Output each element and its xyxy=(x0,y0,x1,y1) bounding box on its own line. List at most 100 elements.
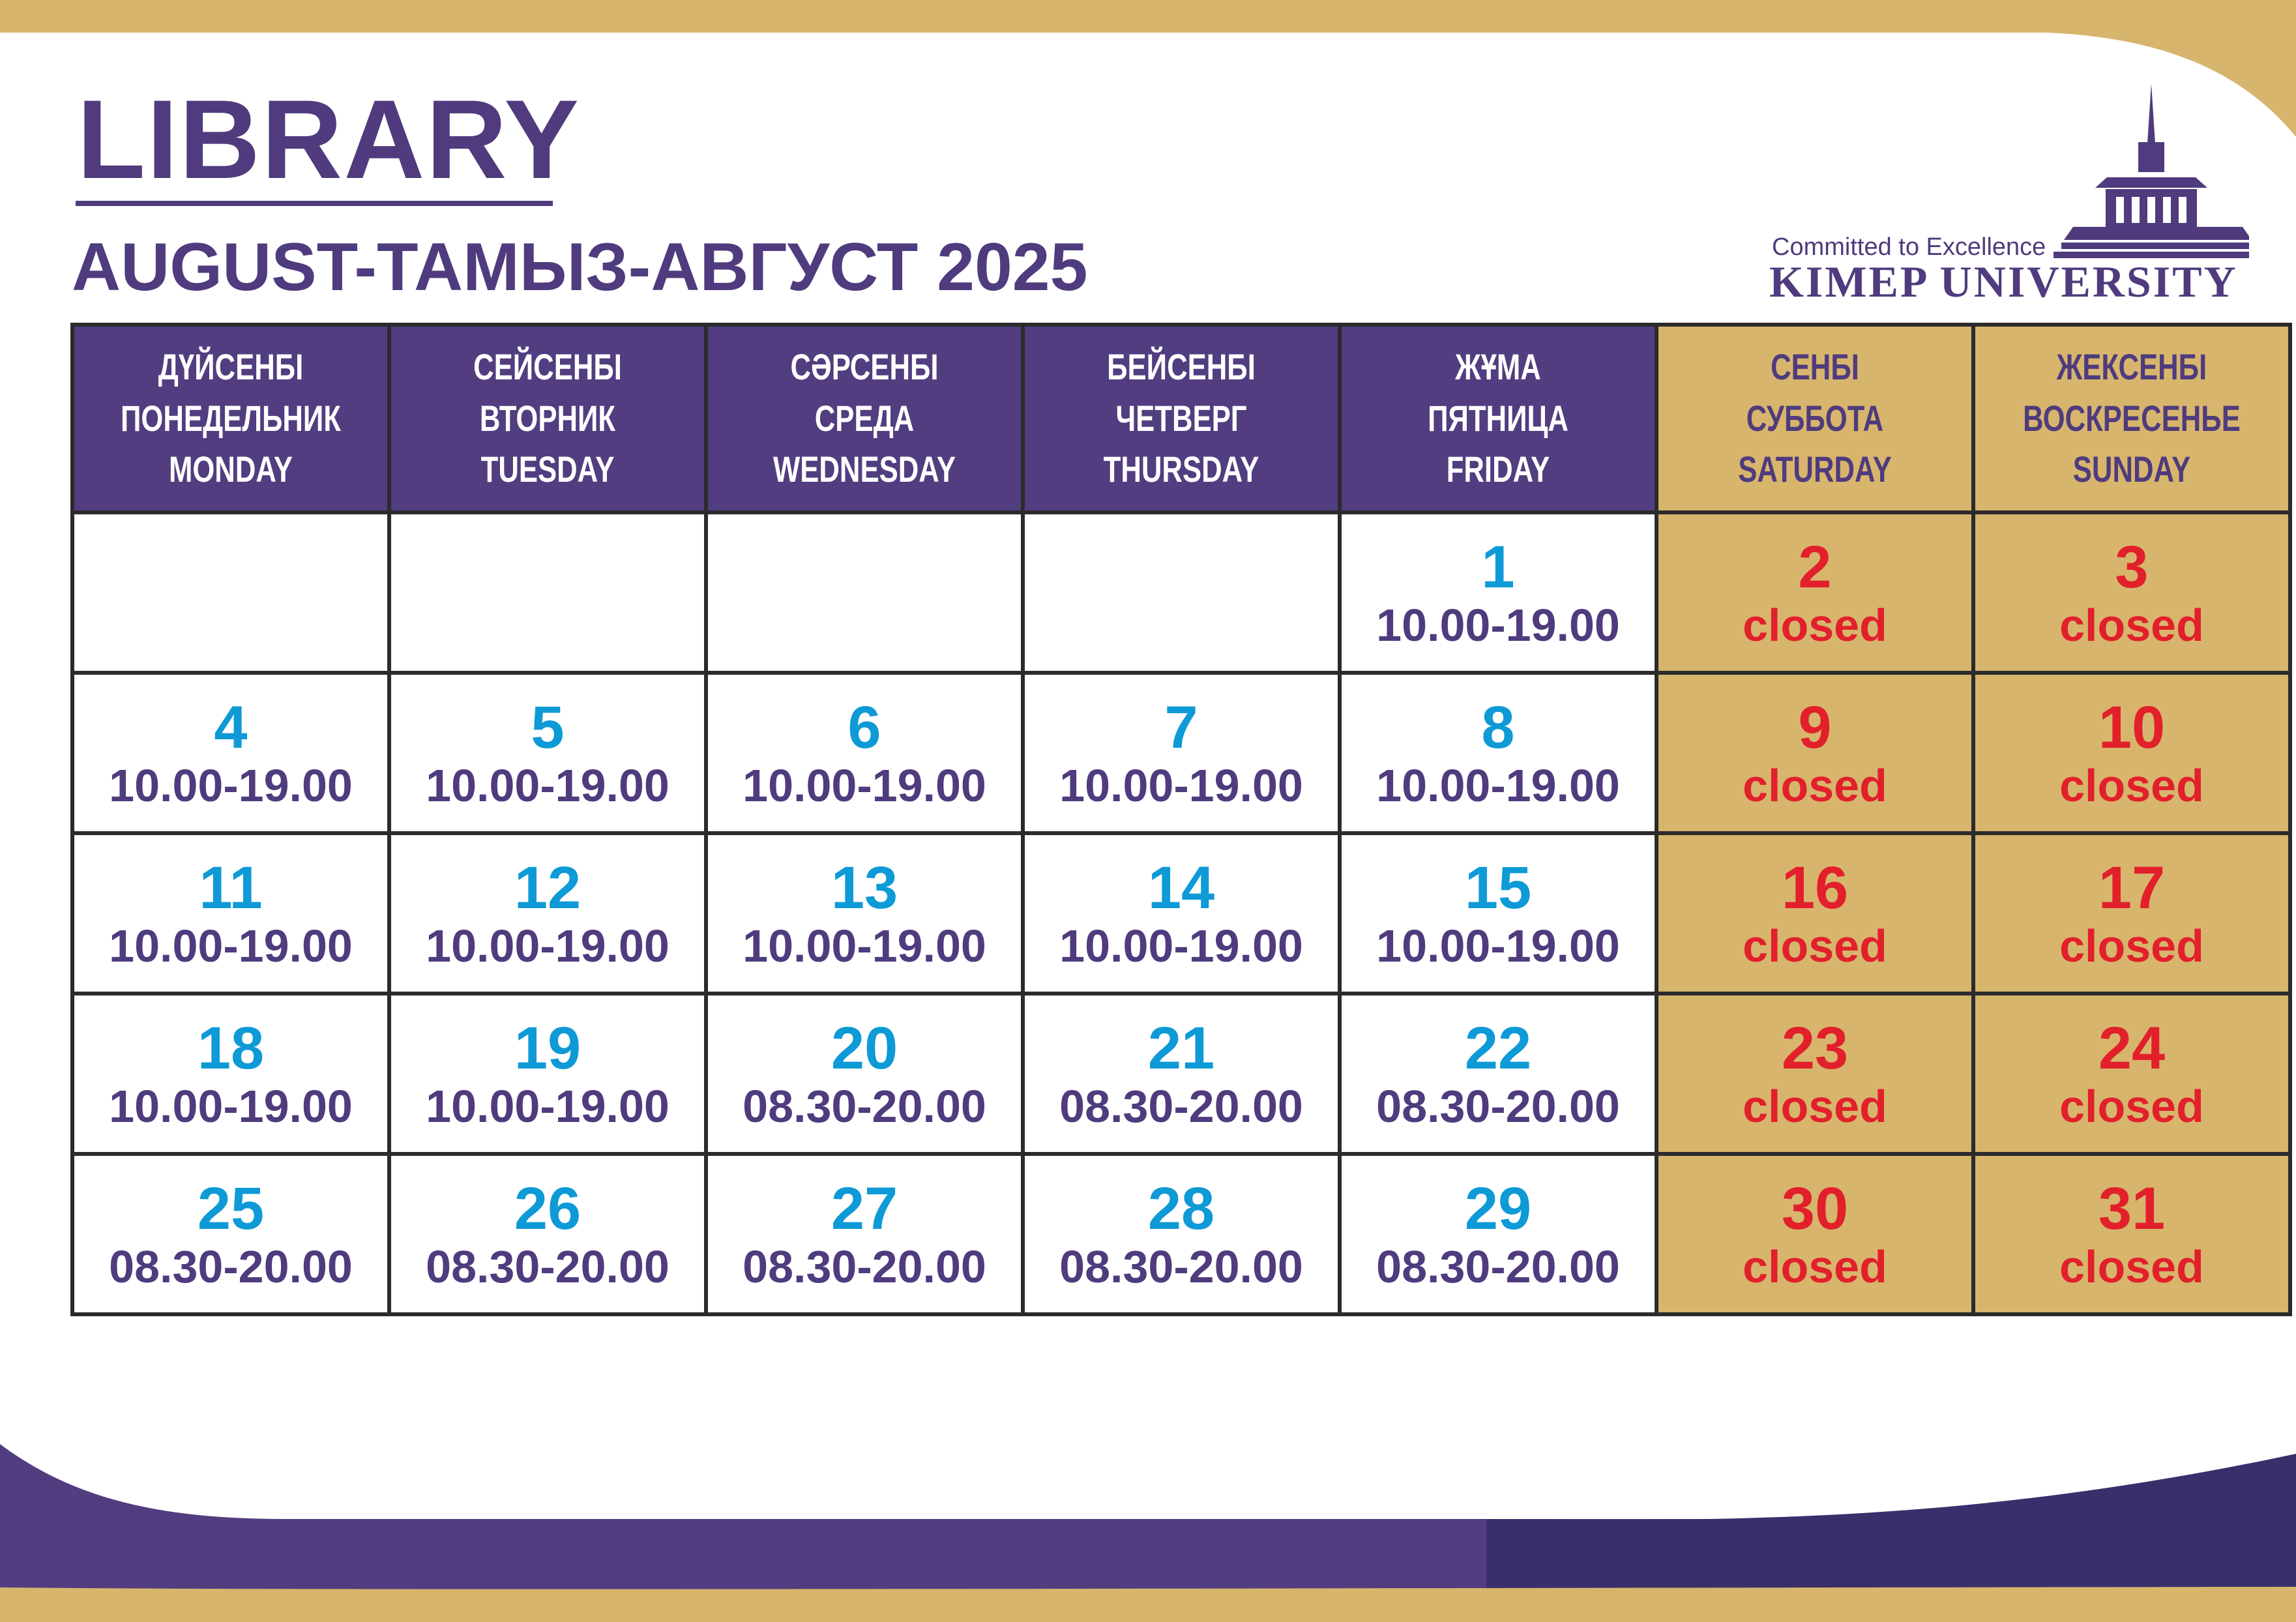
day-number: 9 xyxy=(1798,694,1832,761)
day-number: 3 xyxy=(2115,534,2149,600)
calendar-day-cell: 15 10.00-19.00 xyxy=(1338,831,1658,995)
opening-hours: 10.00-19.00 xyxy=(109,760,353,811)
weekday-header-saturday: СЕНБІ СУББОТА SATURDAY xyxy=(1655,323,1975,514)
day-number: 8 xyxy=(1481,694,1515,761)
weekday-en: SATURDAY xyxy=(1738,449,1892,490)
weekday-kz: ЖҰМА xyxy=(1455,346,1541,388)
calendar-day-cell: 2 closed xyxy=(1655,510,1975,675)
logo-tagline: Committed to Excellence xyxy=(1772,233,2046,261)
weekday-en: TUESDAY xyxy=(480,449,615,490)
opening-hours: 10.00-19.00 xyxy=(109,1081,353,1132)
opening-hours: 10.00-19.00 xyxy=(109,921,353,971)
day-number: 12 xyxy=(514,855,581,921)
calendar-day-cell: 17 closed xyxy=(1971,831,2292,995)
closed-label: closed xyxy=(1743,760,1887,811)
day-number: 16 xyxy=(1781,855,1849,921)
calendar-day-cell: 22 08.30-20.00 xyxy=(1338,992,1658,1156)
closed-label: closed xyxy=(2059,600,2204,651)
day-number: 22 xyxy=(1464,1015,1532,1082)
opening-hours: 10.00-19.00 xyxy=(1059,921,1303,971)
opening-hours: 10.00-19.00 xyxy=(743,760,986,811)
day-number: 18 xyxy=(197,1015,265,1082)
closed-label: closed xyxy=(2059,760,2204,811)
month-subtitle: AUGUST-ТАМЫЗ-АВГУСТ 2025 xyxy=(72,229,1088,305)
day-number: 11 xyxy=(199,855,263,921)
weekday-header-wednesday: СӘРСЕНБІ СРЕДА WEDNESDAY xyxy=(704,323,1025,514)
weekday-kz: СӘРСЕНБІ xyxy=(790,346,939,388)
day-number: 19 xyxy=(514,1015,581,1082)
calendar-day-cell: 24 closed xyxy=(1971,992,2292,1156)
weekday-en: THURSDAY xyxy=(1103,449,1259,490)
day-number: 5 xyxy=(531,694,565,761)
closed-label: closed xyxy=(2059,921,2204,971)
calendar-day-cell: 21 08.30-20.00 xyxy=(1021,992,1342,1156)
opening-hours: 10.00-19.00 xyxy=(1376,600,1620,651)
weekday-ru: ВОСКРЕСЕНЬЕ xyxy=(2023,397,2241,439)
closed-label: closed xyxy=(1743,921,1887,971)
day-number: 25 xyxy=(197,1175,265,1242)
closed-label: closed xyxy=(2059,1241,2204,1292)
weekday-header-thursday: БЕЙСЕНБІ ЧЕТВЕРГ THURSDAY xyxy=(1021,323,1342,514)
weekday-en: WEDNESDAY xyxy=(773,449,956,490)
day-number: 20 xyxy=(831,1015,898,1082)
day-number: 31 xyxy=(2098,1175,2166,1242)
weekday-ru: СРЕДА xyxy=(814,397,915,439)
weekday-header-monday: ДҮЙСЕНБІ ПОНЕДЕЛЬНИК MONDAY xyxy=(70,323,391,514)
calendar-week-row: 11 10.00-19.00 12 10.00-19.00 13 10.00-19.00 1… xyxy=(70,831,2292,995)
calendar-day-cell: 23 closed xyxy=(1655,992,1975,1156)
weekday-kz: СЕЙСЕНБІ xyxy=(473,346,622,388)
calendar-day-cell: 6 10.00-19.00 xyxy=(704,671,1025,835)
day-number: 21 xyxy=(1147,1015,1215,1082)
calendar-day-cell: 9 closed xyxy=(1655,671,1975,835)
calendar-week-row: 4 10.00-19.00 5 10.00-19.00 6 10.00-19.00 7 10.… xyxy=(70,671,2292,835)
opening-hours: 10.00-19.00 xyxy=(426,1081,670,1132)
closed-label: closed xyxy=(2059,1081,2204,1132)
calendar-day-cell: 31 closed xyxy=(1971,1152,2292,1316)
calendar-day-cell: 18 10.00-19.00 xyxy=(70,992,391,1156)
closed-label: closed xyxy=(1743,1241,1887,1292)
weekday-kz: ЖЕКСЕНБІ xyxy=(2056,346,2207,388)
day-number: 28 xyxy=(1147,1175,1215,1242)
calendar-day-cell: 14 10.00-19.00 xyxy=(1021,831,1342,995)
day-number: 4 xyxy=(214,694,248,761)
calendar-week-row: 1 10.00-19.00 2 closed 3 closed xyxy=(70,510,2292,675)
opening-hours: 10.00-19.00 xyxy=(1376,760,1620,811)
calendar-day-cell: 29 08.30-20.00 xyxy=(1338,1152,1658,1316)
day-number: 27 xyxy=(831,1175,898,1242)
weekday-ru: ПОНЕДЕЛЬНИК xyxy=(121,397,341,439)
opening-hours: 08.30-20.00 xyxy=(743,1081,986,1132)
weekday-kz: СЕНБІ xyxy=(1771,346,1859,388)
weekday-header-row: ДҮЙСЕНБІ ПОНЕДЕЛЬНИК MONDAY СЕЙСЕНБІ ВТО… xyxy=(70,323,2292,514)
calendar-day-cell: 5 10.00-19.00 xyxy=(387,671,708,835)
kimep-tower-logo-icon xyxy=(2053,83,2249,258)
weekday-en: FRIDAY xyxy=(1446,449,1550,490)
calendar-empty-cell xyxy=(1021,510,1342,675)
calendar-empty-cell xyxy=(70,510,391,675)
day-number: 10 xyxy=(2098,694,2166,761)
day-number: 6 xyxy=(847,694,881,761)
weekday-en: SUNDAY xyxy=(2072,449,2191,490)
calendar-day-cell: 12 10.00-19.00 xyxy=(387,831,708,995)
calendar-body: 1 10.00-19.00 2 closed 3 closed 4 10.00-19.00 5 1… xyxy=(70,510,2292,1316)
opening-hours: 10.00-19.00 xyxy=(743,921,986,971)
day-number: 7 xyxy=(1164,694,1198,761)
day-number: 24 xyxy=(2098,1015,2166,1082)
opening-hours: 08.30-20.00 xyxy=(743,1241,986,1292)
calendar-empty-cell xyxy=(704,510,1025,675)
day-number: 15 xyxy=(1464,855,1532,921)
opening-hours: 08.30-20.00 xyxy=(426,1241,670,1292)
calendar-day-cell: 27 08.30-20.00 xyxy=(704,1152,1025,1316)
day-number: 1 xyxy=(1481,534,1515,600)
day-number: 30 xyxy=(1781,1175,1849,1242)
day-number: 14 xyxy=(1147,855,1215,921)
logo-wordmark: KIMEP UNIVERSITY xyxy=(1769,257,2238,306)
weekday-en: MONDAY xyxy=(168,449,293,490)
weekday-header-friday: ЖҰМА ПЯТНИЦА FRIDAY xyxy=(1338,323,1658,514)
calendar-day-cell: 7 10.00-19.00 xyxy=(1021,671,1342,835)
day-number: 26 xyxy=(514,1175,581,1242)
calendar-day-cell: 30 closed xyxy=(1655,1152,1975,1316)
calendar-day-cell: 28 08.30-20.00 xyxy=(1021,1152,1342,1316)
weekday-header-tuesday: СЕЙСЕНБІ ВТОРНИК TUESDAY xyxy=(387,323,708,514)
